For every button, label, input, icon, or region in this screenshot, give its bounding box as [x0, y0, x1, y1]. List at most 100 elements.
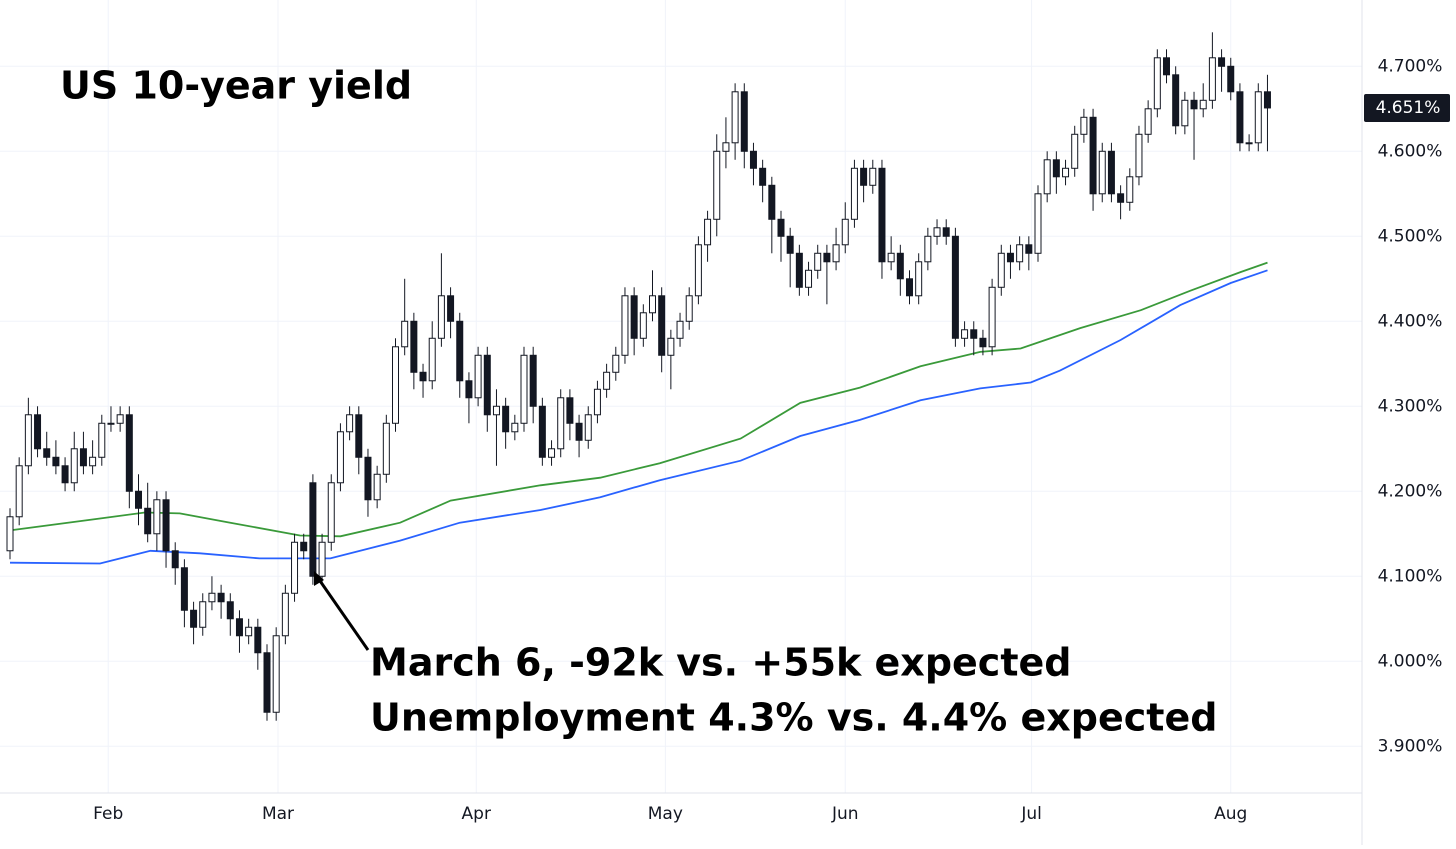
- candle-body: [667, 337, 675, 356]
- candles: [6, 32, 1271, 721]
- candle-body: [1199, 99, 1207, 110]
- candle-body: [492, 405, 500, 416]
- candle-body: [300, 541, 308, 552]
- x-tick-label: Mar: [262, 804, 294, 824]
- candle-body: [1245, 142, 1253, 145]
- candle-body: [6, 516, 14, 552]
- x-tick-label: Jun: [831, 804, 859, 824]
- candle-body: [125, 414, 133, 492]
- candle-body: [612, 354, 620, 373]
- candle-body: [327, 482, 335, 543]
- candle-body: [869, 167, 877, 186]
- candle-body: [511, 422, 519, 433]
- candle-body: [529, 354, 537, 407]
- candle-body: [208, 592, 216, 603]
- axes: 3.900% 4.000% 4.100% 4.200% 4.300% 4.400% 4.50…: [93, 56, 1450, 824]
- candle-body: [997, 252, 1005, 288]
- candle-body: [878, 167, 886, 263]
- candle-body: [52, 456, 60, 467]
- candle-body: [1236, 91, 1244, 144]
- candle-body: [1218, 57, 1226, 67]
- y-tick-label: 4.000%: [1378, 651, 1443, 671]
- annotation-line: March 6, -92k vs. +55k expected: [370, 641, 1071, 685]
- candle-body: [520, 354, 528, 424]
- candle-body: [447, 295, 455, 322]
- moving-average-line: [9, 261, 1268, 538]
- candle-body: [795, 252, 803, 288]
- candle-body: [401, 320, 409, 348]
- candle-body: [759, 167, 767, 186]
- y-tick-label: 4.600%: [1378, 141, 1443, 161]
- candle-body: [336, 431, 344, 484]
- candle-body: [575, 422, 583, 441]
- candle-body: [979, 337, 987, 348]
- candle-body: [373, 473, 381, 501]
- candle-body: [832, 244, 840, 263]
- candle-body: [1052, 159, 1060, 178]
- candle-body: [566, 397, 574, 424]
- candle-body: [502, 405, 510, 433]
- candle-body: [428, 337, 436, 382]
- candle-body: [768, 184, 776, 220]
- candle-body: [731, 91, 739, 144]
- candle-body: [649, 295, 657, 314]
- candle-body: [841, 218, 849, 246]
- candle-body: [89, 456, 97, 467]
- candle-body: [245, 626, 253, 637]
- candle-body: [199, 601, 207, 628]
- candle-body: [235, 618, 243, 637]
- candle-body: [805, 269, 813, 288]
- candle-body: [1080, 116, 1088, 135]
- candle-body: [942, 227, 950, 237]
- y-tick-label: 3.900%: [1378, 736, 1443, 756]
- candle-body: [924, 235, 932, 263]
- candle-body: [639, 312, 647, 339]
- candle-body: [713, 150, 721, 220]
- candle-body: [437, 295, 445, 339]
- candle-body: [749, 150, 757, 169]
- candle-body: [988, 286, 996, 348]
- candle-body: [263, 652, 271, 713]
- candle-body: [355, 414, 363, 458]
- annotation-arrow: [316, 577, 370, 651]
- candle-body: [970, 329, 978, 339]
- y-tick-label: 4.500%: [1378, 226, 1443, 246]
- x-tick-label: May: [648, 804, 683, 824]
- y-tick-label: 4.400%: [1378, 311, 1443, 331]
- last-price-label: 4.651%: [1376, 98, 1441, 118]
- y-tick-label: 4.200%: [1378, 481, 1443, 501]
- candle-body: [593, 388, 601, 416]
- moving-average-line: [9, 269, 1268, 565]
- candle-body: [1098, 150, 1106, 195]
- candle-body: [1190, 99, 1198, 110]
- candle-body: [190, 609, 198, 628]
- candle-body: [309, 482, 317, 577]
- candle-body: [474, 354, 482, 399]
- x-tick-label: Jul: [1020, 804, 1042, 824]
- candle-body: [951, 235, 959, 339]
- candle-body: [180, 567, 188, 611]
- candle-body: [1181, 99, 1189, 127]
- candle-body: [1135, 133, 1143, 178]
- candle-body: [318, 541, 326, 577]
- candle-body: [1144, 108, 1152, 135]
- candle-body: [291, 541, 299, 594]
- candle-body: [722, 142, 730, 152]
- candle-body: [70, 448, 78, 484]
- candle-body: [814, 252, 822, 271]
- candle-body: [1254, 91, 1262, 144]
- candle-body: [1153, 57, 1161, 110]
- moving-averages: [9, 261, 1268, 565]
- candle-body: [1227, 65, 1235, 93]
- candle-body: [483, 354, 491, 416]
- candle-body: [676, 320, 684, 339]
- candle-body: [1089, 116, 1097, 195]
- candle-body: [171, 550, 179, 569]
- candle-body: [777, 218, 785, 237]
- candle-body: [548, 448, 556, 458]
- candle-body: [1016, 244, 1024, 263]
- x-tick-label: Apr: [462, 804, 491, 824]
- candle-body: [1263, 91, 1271, 109]
- candle-body: [15, 465, 23, 518]
- candle-body: [584, 414, 592, 441]
